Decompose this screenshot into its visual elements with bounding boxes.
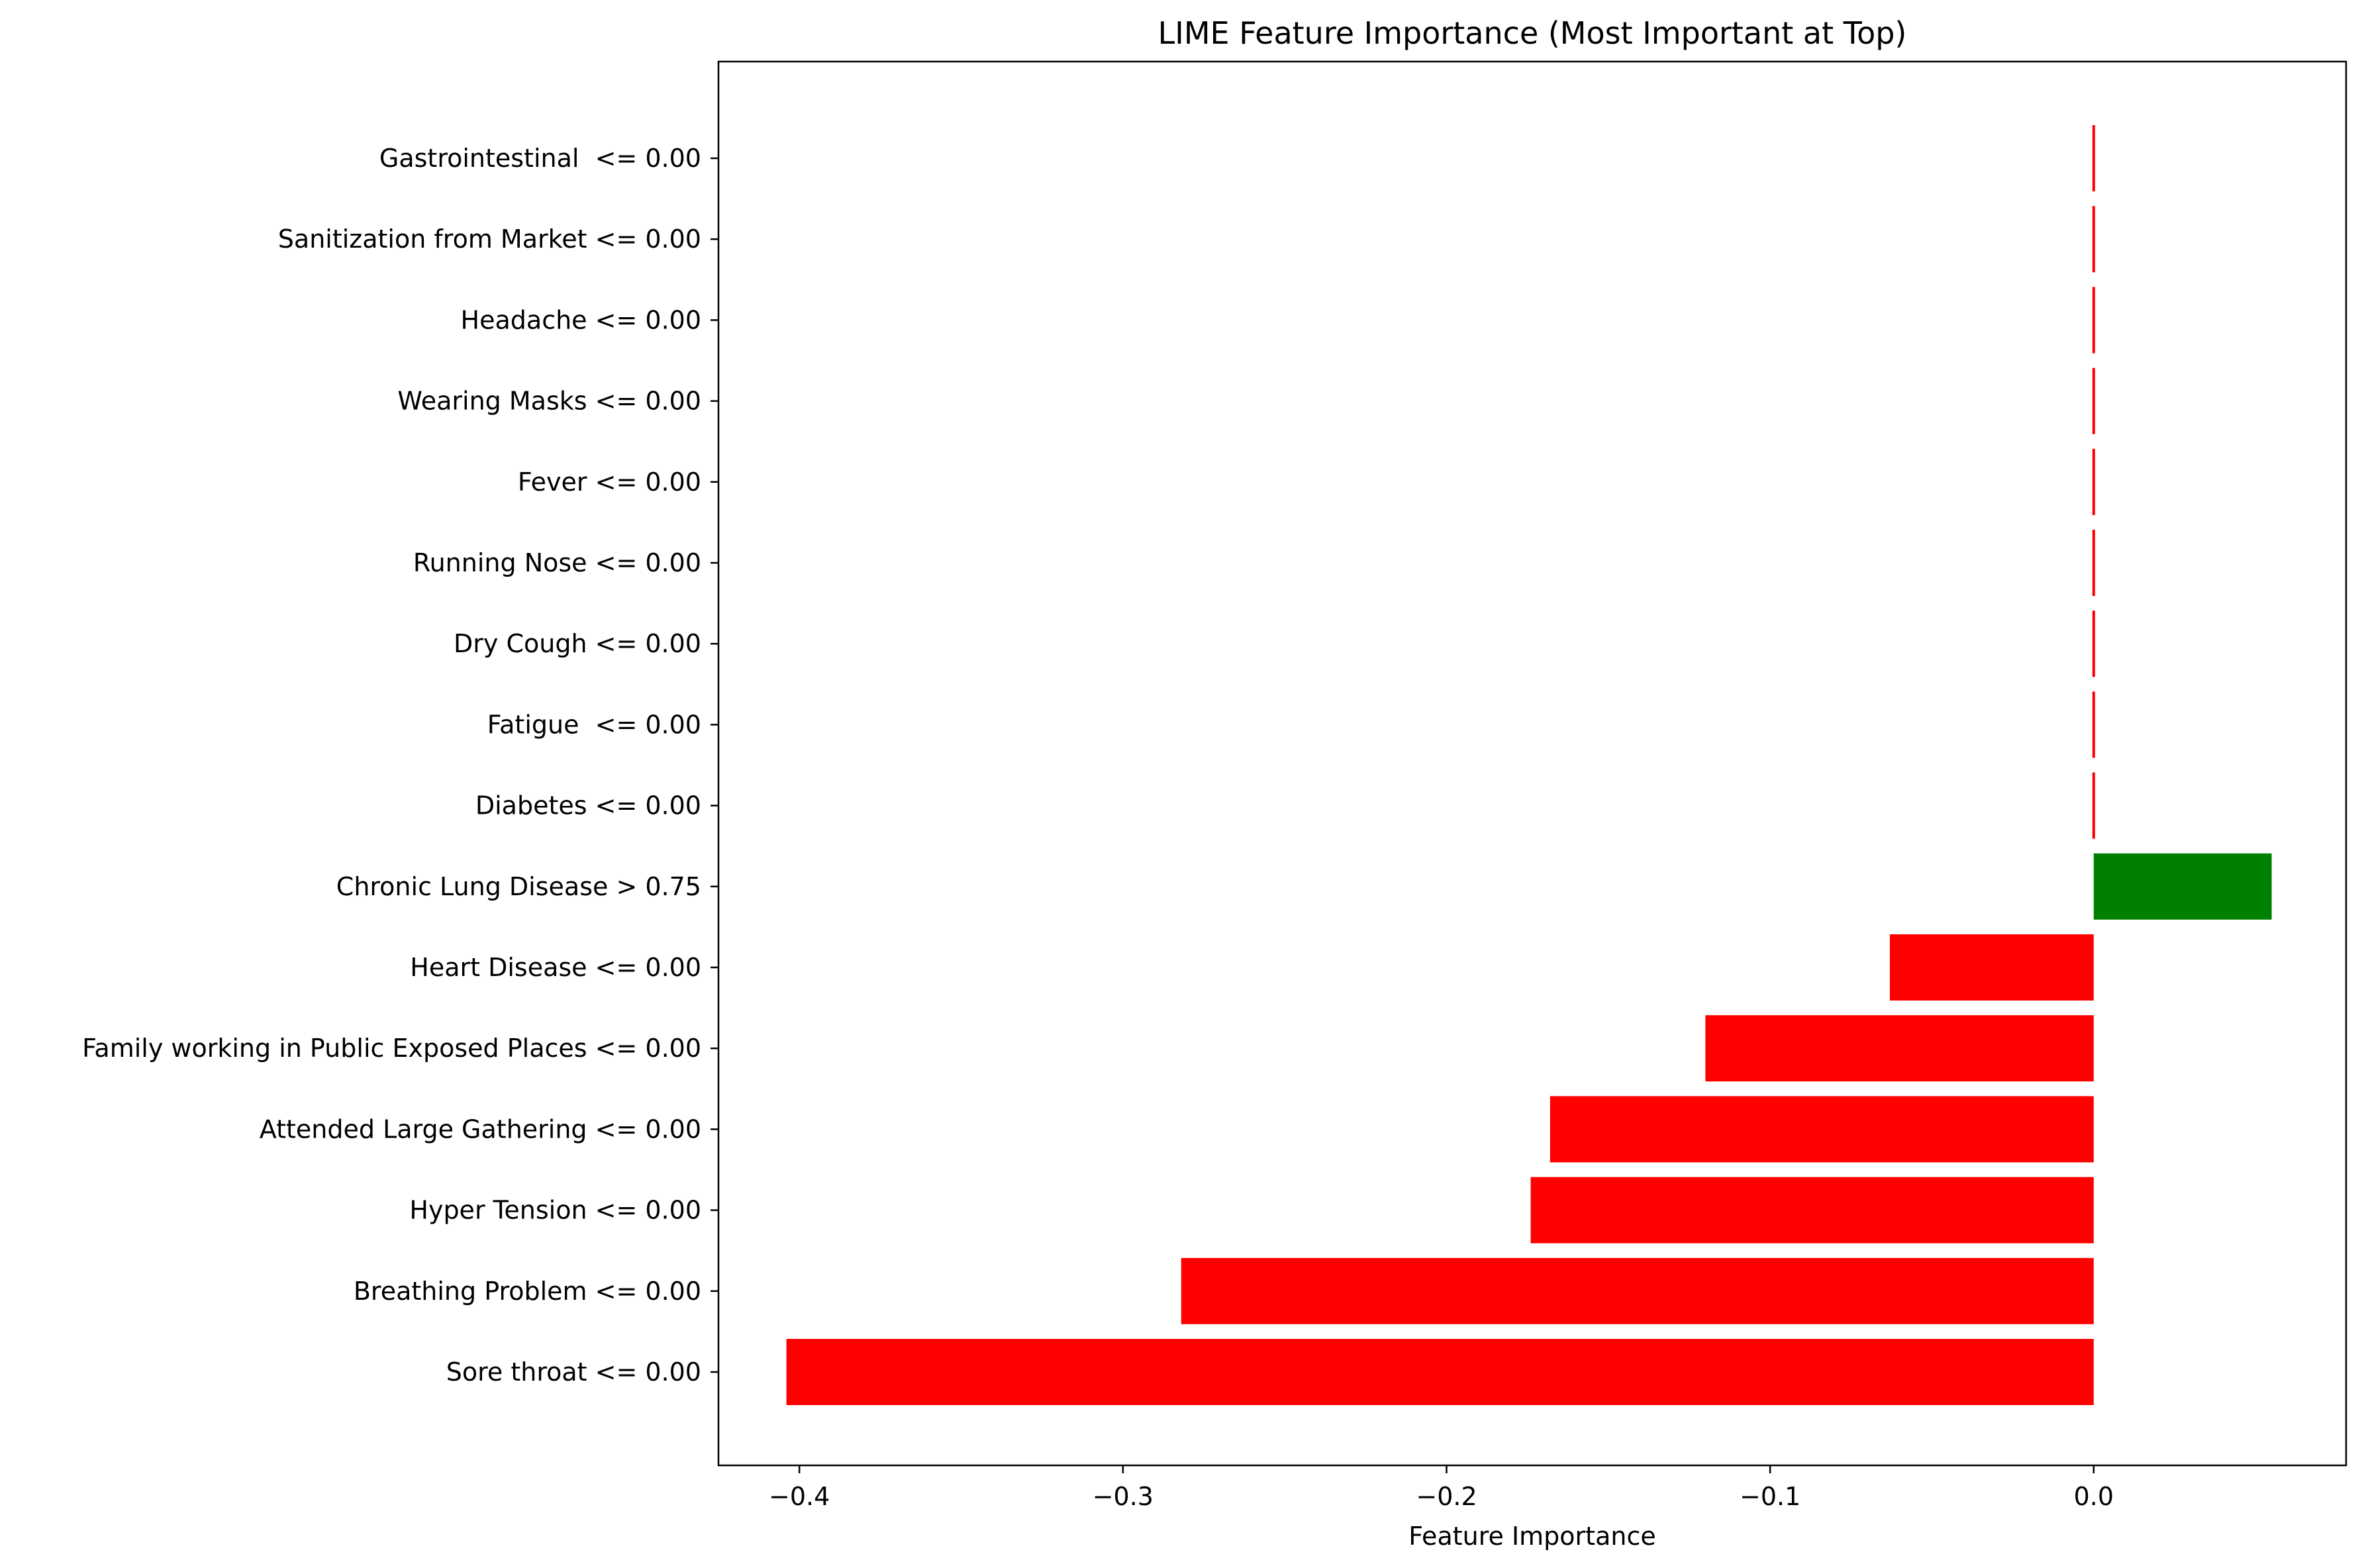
bar-13 [1530, 1177, 2094, 1244]
y-axis-ticks: Gastrointestinal <= 0.00 Sanitization fro… [82, 144, 718, 1387]
bar-1 [2092, 206, 2095, 273]
x-tick-label-4: 0.0 [2074, 1482, 2114, 1511]
bar-5 [2092, 530, 2095, 596]
bar-14 [1181, 1257, 2094, 1324]
y-tick-label-0: Gastrointestinal <= 0.00 [379, 144, 701, 173]
x-axis-ticks: −0.4 −0.3 −0.2 −0.1 0.0 [769, 1465, 2114, 1511]
bar-11 [1705, 1015, 2094, 1082]
y-tick-label-3: Wearing Masks <= 0.00 [397, 387, 701, 416]
bar-8 [2092, 772, 2095, 839]
bar-4 [2092, 448, 2095, 515]
y-tick-label-7: Fatigue <= 0.00 [487, 710, 701, 739]
bar-6 [2092, 611, 2095, 677]
bar-12 [1550, 1096, 2094, 1163]
y-tick-label-10: Heart Disease <= 0.00 [410, 953, 701, 982]
bar-7 [2092, 691, 2095, 758]
bar-3 [2092, 368, 2095, 434]
x-tick-label-3: −0.1 [1740, 1482, 1800, 1511]
y-tick-label-9: Chronic Lung Disease > 0.75 [336, 872, 701, 901]
bars-layer [786, 125, 2272, 1405]
y-tick-label-2: Headache <= 0.00 [461, 305, 701, 334]
bar-9 [2093, 853, 2272, 920]
y-tick-label-5: Running Nose <= 0.00 [413, 548, 701, 577]
y-tick-label-12: Attended Large Gathering <= 0.00 [260, 1114, 701, 1144]
y-tick-label-11: Family working in Public Exposed Places … [82, 1034, 701, 1063]
y-tick-label-14: Breathing Problem <= 0.00 [354, 1277, 701, 1306]
bar-10 [1889, 934, 2094, 1001]
bar-2 [2092, 287, 2095, 354]
x-axis-label: Feature Importance [1408, 1522, 1655, 1551]
y-tick-label-8: Diabetes <= 0.00 [475, 791, 701, 820]
bar-15 [786, 1339, 2094, 1405]
plot-frame [717, 60, 2347, 1467]
y-tick-label-4: Fever <= 0.00 [518, 467, 701, 497]
y-tick-label-13: Hyper Tension <= 0.00 [409, 1196, 701, 1225]
bar-0 [2092, 125, 2095, 191]
y-tick-label-15: Sore throat <= 0.00 [446, 1357, 701, 1387]
y-tick-label-6: Dry Cough <= 0.00 [454, 629, 701, 658]
y-tick-label-1: Sanitization from Market <= 0.00 [278, 224, 701, 254]
x-tick-label-0: −0.4 [769, 1482, 830, 1511]
chart-title: LIME Feature Importance (Most Important … [1158, 15, 1907, 51]
x-tick-label-1: −0.3 [1093, 1482, 1154, 1511]
x-tick-label-2: −0.2 [1416, 1482, 1477, 1511]
